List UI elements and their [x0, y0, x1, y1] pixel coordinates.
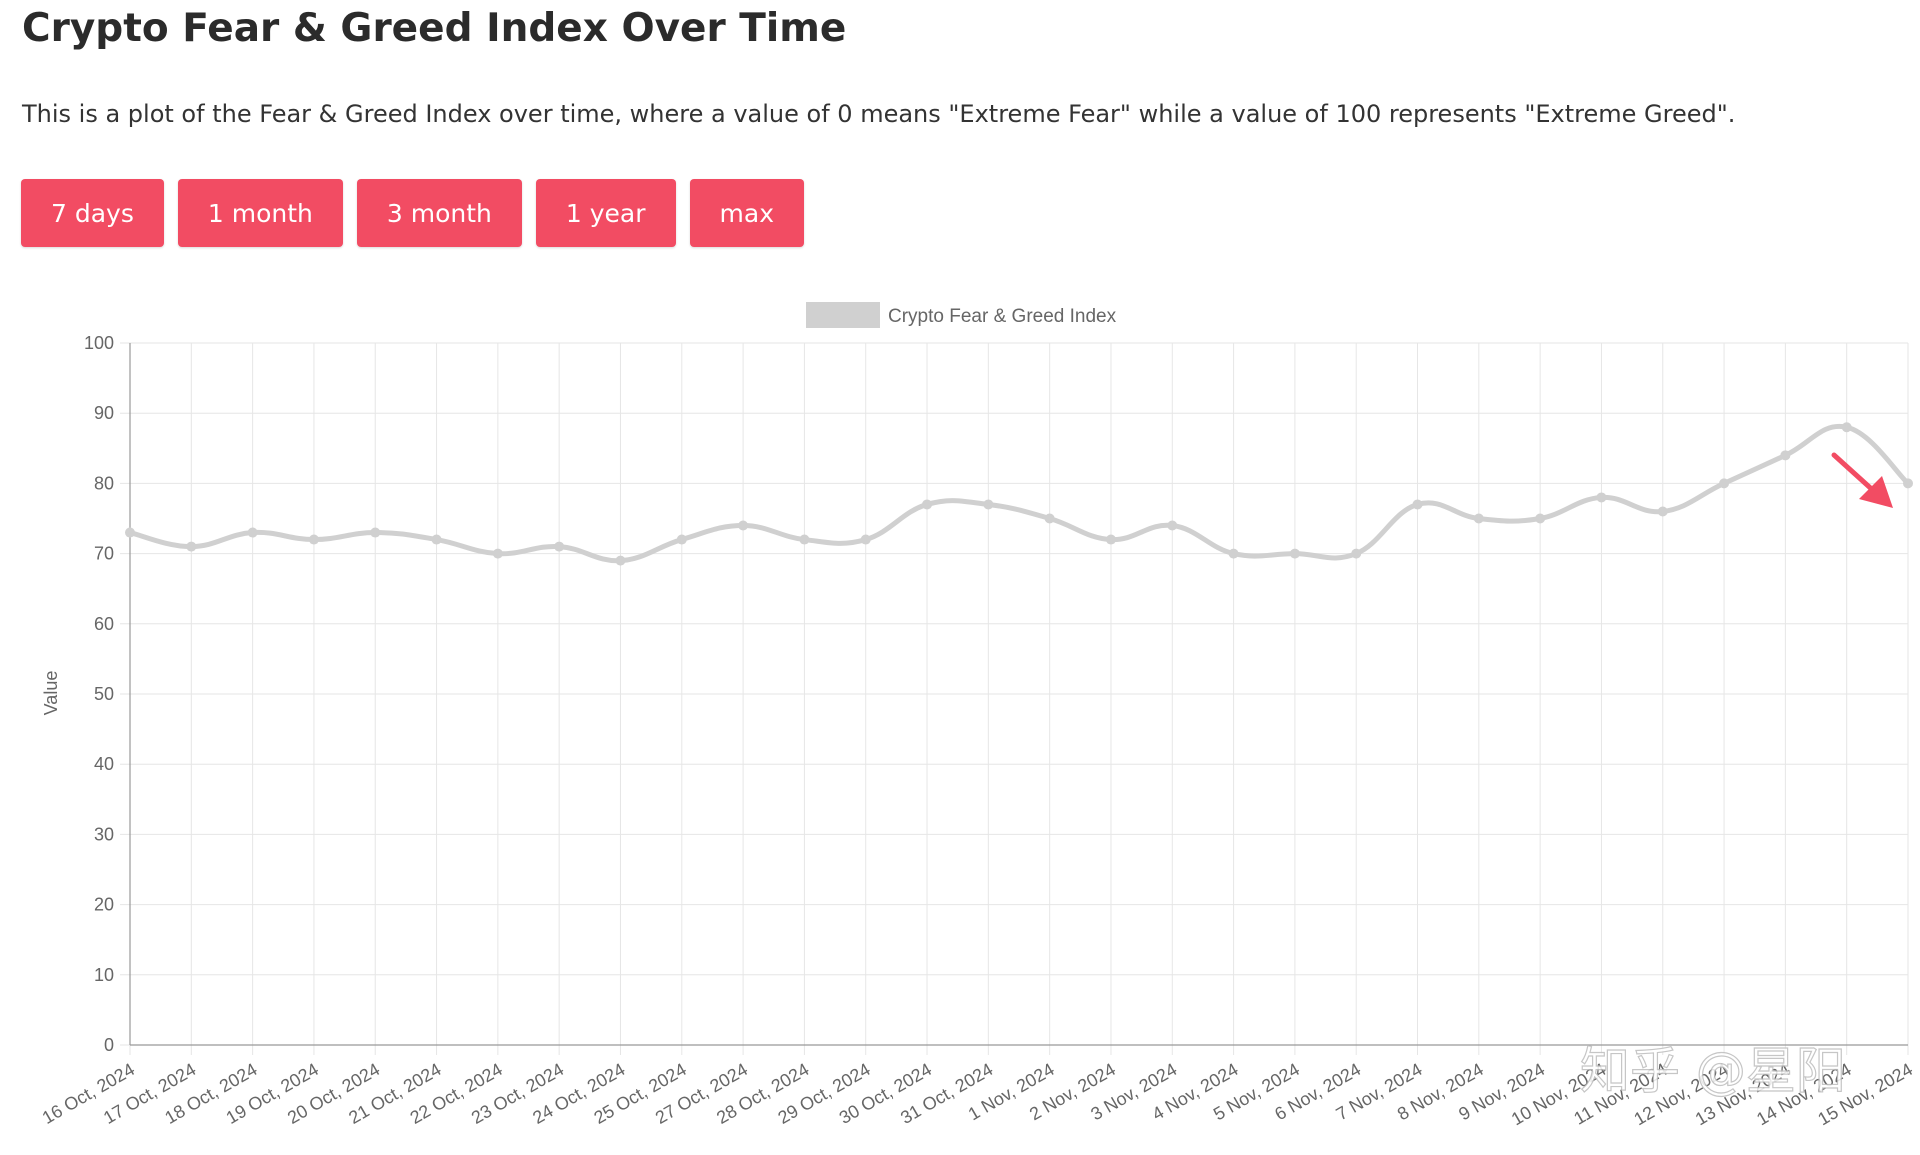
watermark: 知乎 @星阳 — [1580, 1042, 1846, 1100]
data-point — [1596, 492, 1607, 503]
y-tick-label: 30 — [94, 824, 114, 844]
range-1-year-button[interactable]: 1 year — [535, 179, 676, 247]
annotation-arrow-shaft — [1831, 452, 1879, 496]
data-point — [1719, 478, 1730, 489]
data-point — [554, 541, 565, 552]
data-point — [615, 555, 626, 566]
y-tick-label: 80 — [94, 473, 114, 493]
y-tick-label: 0 — [104, 1035, 114, 1055]
data-point — [676, 534, 687, 545]
data-point — [370, 527, 381, 538]
data-point — [1412, 499, 1423, 510]
fear-greed-chart: Crypto Fear & Greed Index Value 0 10 20 30 4… — [39, 302, 1916, 1129]
data-point — [1903, 478, 1913, 489]
data-point — [1228, 548, 1239, 559]
data-point — [308, 534, 319, 545]
y-tick-label: 100 — [84, 333, 114, 353]
data-point — [1841, 422, 1852, 433]
y-tick-label: 70 — [94, 544, 114, 564]
data-point — [1289, 548, 1300, 559]
annotation-arrow-head — [1859, 476, 1893, 508]
chart-axes — [129, 343, 1908, 1046]
data-point — [1780, 450, 1791, 461]
data-point — [186, 541, 197, 552]
data-point — [1167, 520, 1178, 531]
y-tick-label: 90 — [94, 403, 114, 423]
page-description: This is a plot of the Fear & Greed Index… — [22, 100, 1736, 128]
range-1-month-button[interactable]: 1 month — [177, 179, 343, 247]
data-point — [983, 499, 994, 510]
y-tick-label: 60 — [94, 614, 114, 634]
data-point — [860, 534, 871, 545]
range-7-days-button[interactable]: 7 days — [21, 179, 164, 247]
data-point — [125, 527, 135, 538]
data-point — [1044, 513, 1055, 524]
data-point — [247, 527, 258, 538]
data-point — [492, 548, 503, 559]
data-point — [799, 534, 810, 545]
y-tick-label: 20 — [94, 895, 114, 915]
series-line — [129, 423, 1910, 564]
data-point — [1535, 513, 1546, 524]
legend-swatch — [806, 302, 880, 328]
legend-label: Crypto Fear & Greed Index — [888, 306, 1117, 327]
data-point — [1657, 506, 1668, 517]
chart-grid — [120, 342, 1909, 1055]
y-tick-label: 40 — [94, 754, 114, 774]
range-selector: 7 days 1 month 3 month 1 year max — [21, 179, 804, 247]
chart-series — [125, 422, 1913, 566]
annotation-arrow — [1831, 452, 1893, 508]
range-max-button[interactable]: max — [689, 179, 804, 247]
page-title: Crypto Fear & Greed Index Over Time — [22, 6, 847, 51]
data-point — [431, 534, 442, 545]
data-point — [1473, 513, 1484, 524]
y-tick-label: 50 — [94, 684, 114, 704]
data-point — [1351, 548, 1362, 559]
chart-legend[interactable]: Crypto Fear & Greed Index — [806, 302, 1117, 328]
y-axis-title: Value — [41, 671, 61, 716]
y-tick-label: 10 — [94, 965, 114, 985]
range-3-month-button[interactable]: 3 month — [356, 179, 522, 247]
data-point — [1105, 534, 1116, 545]
data-point — [738, 520, 749, 531]
data-point — [922, 499, 933, 510]
